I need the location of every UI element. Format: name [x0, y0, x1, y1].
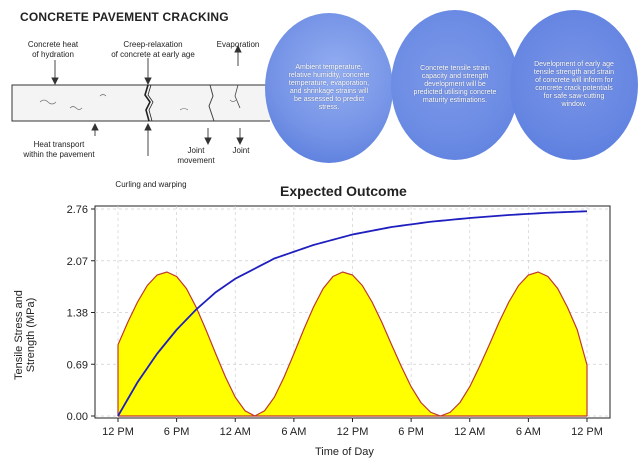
y-tick-label: 1.38: [67, 308, 88, 320]
outcome-circles: Ambient temperature, relative humidity, …: [265, 8, 641, 173]
x-tick-label: 12 PM: [571, 426, 603, 438]
chart-plot: 0.00 0.69 1.38 2.07 2.76 12 PM 6 PM 12 AM 6 AM 12…: [67, 204, 611, 438]
circle-strain-capacity: Concrete tensile strain capacity and str…: [391, 10, 519, 160]
y-tick-label: 0.69: [67, 359, 88, 371]
x-axis-label: Time of Day: [315, 446, 374, 458]
circle-stress-text: Ambient temperature, relative humidity, …: [288, 64, 370, 111]
circle-strain-text: Concrete tensile strain capacity and str…: [413, 65, 497, 104]
y-tick-label: 0.00: [67, 411, 88, 423]
x-tick-label: 6 AM: [281, 426, 306, 438]
pavement-cracking-diagram: CONCRETE PAVEMENT CRACKING Concrete heat…: [0, 0, 270, 190]
y-axis-label: Tensile Stress and Strength (MPa): [13, 290, 37, 380]
stress-line: [117, 271, 588, 417]
circle-crack-potential: Development of early age tensile strengt…: [510, 10, 638, 160]
x-tick-label: 12 PM: [337, 426, 369, 438]
pavement-diagram-graphic: [11, 44, 270, 156]
strength-line: [117, 210, 588, 417]
label-joint-movement: Joint movement: [177, 146, 215, 165]
circle-stress-assessment: Ambient temperature, relative humidity, …: [265, 13, 393, 163]
x-tick-label: 12 AM: [454, 426, 485, 438]
label-curling-warping: Curling and warping: [115, 180, 187, 189]
label-heat-hydration: Concrete heat of hydration: [27, 40, 79, 59]
stress-area: [118, 272, 587, 416]
y-tick-label: 2.07: [67, 256, 88, 268]
x-tick-label: 12 PM: [102, 426, 134, 438]
x-tick-label: 6 AM: [516, 426, 541, 438]
label-evaporation: Evaporation: [216, 40, 260, 49]
x-tick-label: 6 PM: [164, 426, 190, 438]
circle-crack-text: Development of early age tensile strengt…: [533, 61, 615, 108]
diagram-title: CONCRETE PAVEMENT CRACKING: [20, 10, 229, 24]
y-tick-label: 2.76: [67, 204, 88, 216]
label-heat-transport: Heat transport within the pavement: [23, 140, 95, 159]
x-tick-label: 12 AM: [220, 426, 251, 438]
label-creep-relaxation: Creep-relaxation of concrete at early ag…: [111, 40, 195, 59]
label-joint: Joint: [232, 146, 250, 155]
x-tick-label: 6 PM: [398, 426, 424, 438]
chart-title: Expected Outcome: [280, 183, 407, 199]
expected-outcome-chart: Expected Outcome Tensile Stress and Stre…: [0, 178, 641, 462]
